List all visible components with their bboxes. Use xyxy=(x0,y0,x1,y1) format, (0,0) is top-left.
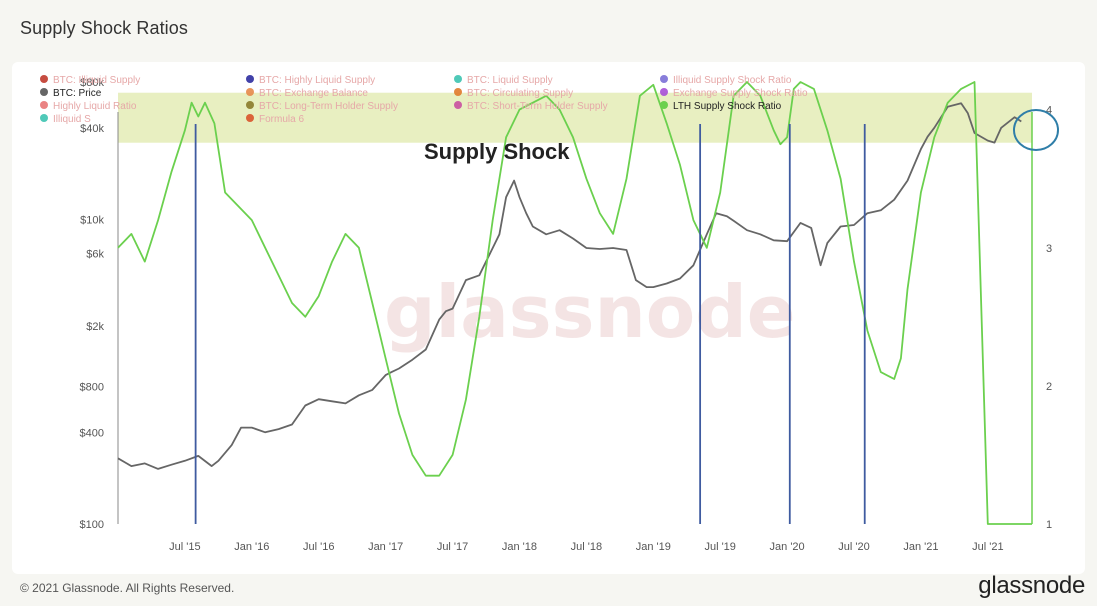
legend-swatch xyxy=(660,75,668,83)
x-tick-label: Jul '16 xyxy=(303,541,334,553)
legend-swatch xyxy=(40,114,48,122)
legend-swatch xyxy=(454,101,462,109)
legend-item-label: Illiquid Supply Shock Ratio xyxy=(673,75,792,86)
legend-swatch xyxy=(246,101,254,109)
legend-item-label: BTC: Exchange Balance xyxy=(259,88,368,99)
legend-item-label: BTC: Long-Term Holder Supply xyxy=(259,101,398,112)
x-tick-label: Jul '19 xyxy=(704,541,735,553)
legend-swatch xyxy=(660,101,668,109)
footer-logo[interactable]: glassnode xyxy=(978,572,1085,599)
x-tick-label: Jan '16 xyxy=(234,541,269,553)
legend-layer: BTC: Illiquid Supply BTC: Highly Liquid S… xyxy=(40,75,808,125)
legend-item-label: Formula 6 xyxy=(259,114,304,125)
legend-item-label: BTC: Illiquid Supply xyxy=(53,75,140,86)
series-line-1 xyxy=(117,81,1032,525)
legend-item-label: BTC: Price xyxy=(53,88,102,99)
legend-swatch xyxy=(40,75,48,83)
legend-item-label: LTH Supply Shock Ratio xyxy=(673,101,782,112)
series-layer xyxy=(117,81,1032,525)
y-left-tick-label: $400 xyxy=(80,427,104,439)
y-left-tick-label: $40k xyxy=(80,123,104,135)
x-tick-label: Jul '20 xyxy=(838,541,869,553)
y-right-tick-label: 1 xyxy=(1046,519,1052,531)
legend-swatch xyxy=(660,88,668,96)
band-layer xyxy=(118,92,1032,143)
legend-item-label: Exchange Supply Shock Ratio xyxy=(673,88,808,99)
y-left-tick-label: $100 xyxy=(80,519,104,531)
x-tick-label: Jul '17 xyxy=(437,541,468,553)
y-left-tick-label: $80k xyxy=(80,77,104,89)
x-tick-label: Jan '18 xyxy=(502,541,537,553)
highlight-circle xyxy=(1013,109,1059,151)
y-left-tick-label: $10k xyxy=(80,214,104,226)
axis-layer: $100 $400 $800 $2k $6k $10k $40k $80k 1 2 3 4 Jul '1… xyxy=(80,77,1053,553)
y-right-tick-label: 3 xyxy=(1046,243,1052,255)
legend-swatch xyxy=(246,75,254,83)
marker-layer xyxy=(194,124,866,524)
supply-shock-band xyxy=(118,92,1032,143)
page-title: Supply Shock Ratios xyxy=(20,18,188,38)
supply-shock-label: Supply Shock xyxy=(424,139,570,164)
legend-item-label: Highly Liquid Ratio xyxy=(53,101,137,112)
x-tick-label: Jul '21 xyxy=(972,541,1003,553)
legend-item-label: BTC: Circulating Supply xyxy=(467,88,573,99)
y-left-tick-label: $2k xyxy=(86,321,104,333)
legend-swatch xyxy=(454,88,462,96)
x-tick-label: Jan '20 xyxy=(770,541,805,553)
chart-svg[interactable]: glassnode $100 $400 $800 $2k $6k $10k $40k $80k… xyxy=(12,62,1085,574)
watermark-layer: glassnode xyxy=(384,270,796,354)
legend-swatch xyxy=(40,101,48,109)
legend-swatch xyxy=(246,88,254,96)
footer-copyright: © 2021 Glassnode. All Rights Reserved. xyxy=(20,581,235,595)
legend-item-label: BTC: Short-Term Holder Supply xyxy=(467,101,608,112)
legend-item-label: Illiquid S xyxy=(53,114,91,125)
x-tick-label: Jan '21 xyxy=(903,541,938,553)
legend-swatch xyxy=(454,75,462,83)
watermark: glassnode xyxy=(384,270,796,354)
x-tick-label: Jul '15 xyxy=(169,541,200,553)
y-left-tick-label: $800 xyxy=(80,382,104,394)
y-right-tick-label: 4 xyxy=(1046,105,1052,117)
series-line-0 xyxy=(117,102,1022,470)
chart-card: glassnode $100 $400 $800 $2k $6k $10k $40k $80k… xyxy=(12,62,1085,574)
annotation-layer: Supply Shock xyxy=(424,109,1059,164)
legend-swatch xyxy=(40,88,48,96)
x-tick-label: Jan '17 xyxy=(368,541,403,553)
x-tick-label: Jan '19 xyxy=(636,541,671,553)
y-right-tick-label: 2 xyxy=(1046,381,1052,393)
legend-item-label: BTC: Liquid Supply xyxy=(467,75,553,86)
legend-swatch xyxy=(246,114,254,122)
x-tick-label: Jul '18 xyxy=(571,541,602,553)
y-left-tick-label: $6k xyxy=(86,248,104,260)
legend-item-label: BTC: Highly Liquid Supply xyxy=(259,75,375,86)
